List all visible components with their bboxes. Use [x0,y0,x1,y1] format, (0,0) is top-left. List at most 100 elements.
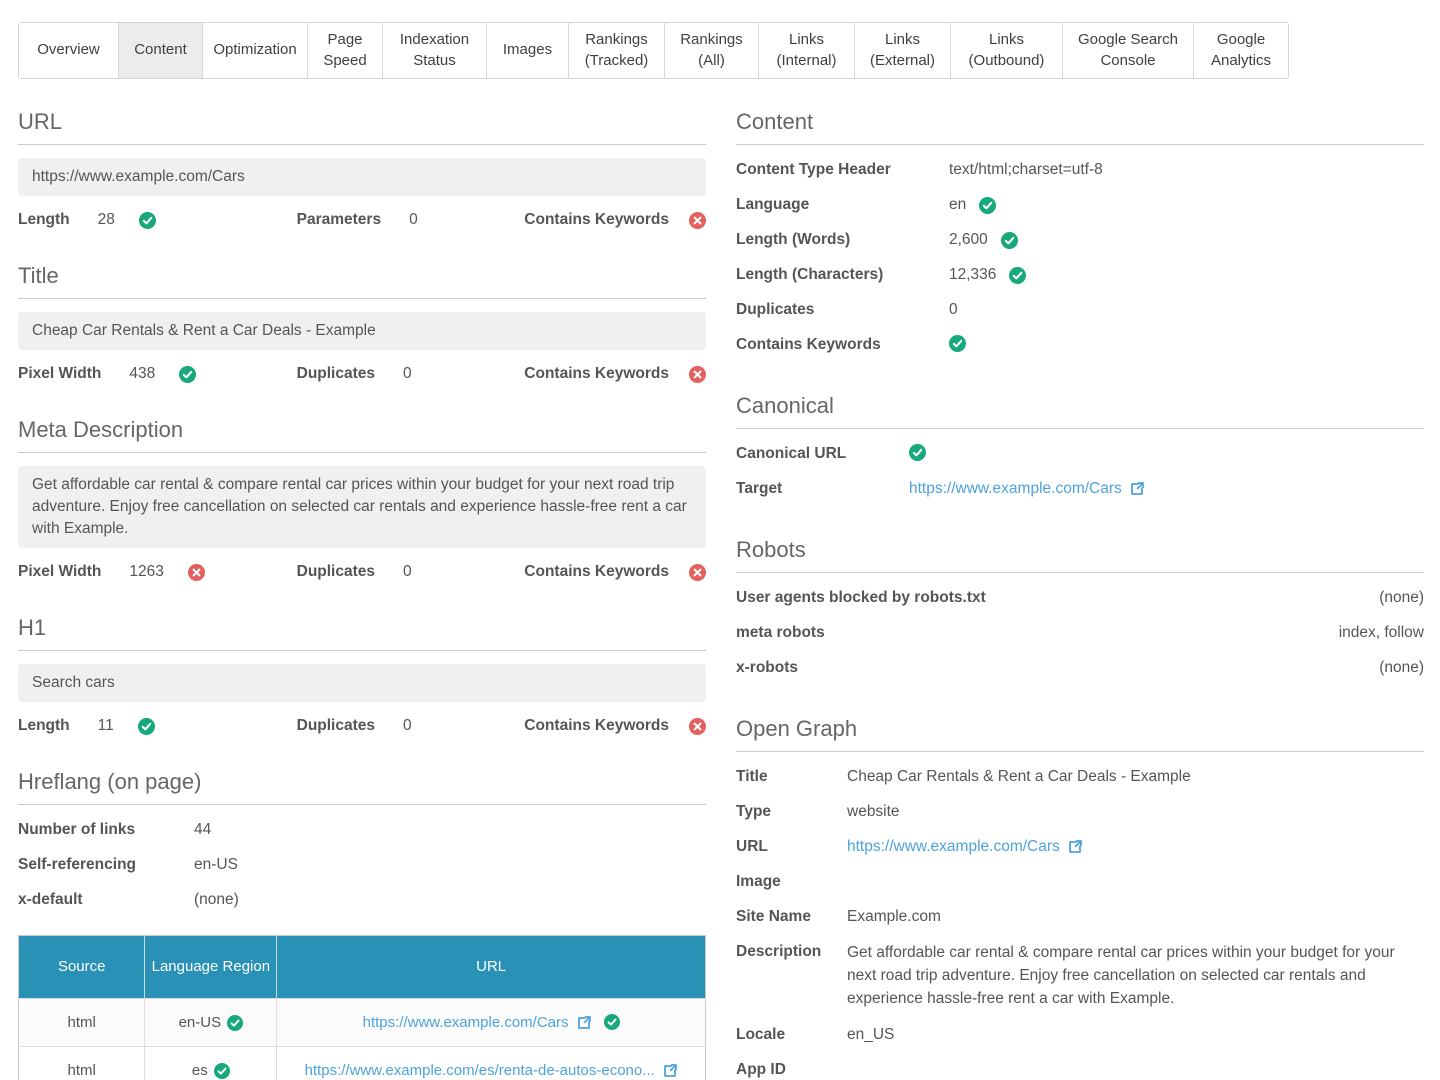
stat-pixel-width: Pixel Width 1263 [18,563,297,581]
row-value-text: 12,336 [949,266,997,283]
row-label: Length (Words) [736,231,851,248]
row-label: User agents blocked by robots.txt [736,589,986,606]
row-value: website [847,803,900,820]
check-circle-icon [949,335,966,352]
stat-duplicates: Duplicates 0 [297,365,525,383]
cross-circle-icon [689,717,706,735]
source-cell: html [18,998,145,1047]
stat-value: 11 [97,717,114,734]
content-section: Content Content Type Header text/html;ch… [736,109,1424,355]
check-circle-icon [979,196,997,214]
row-label: App ID [736,1061,786,1078]
stat-parameters: Parameters 0 [297,211,525,229]
og-row: Description Get affordable car rental & … [736,941,1424,1010]
content-heading: Content [736,109,1424,145]
row-value: Get affordable car rental & compare rent… [847,944,1395,1007]
stat-label: Pixel Width [18,563,102,580]
check-circle-icon [1009,266,1027,284]
row-value: 2,600 [949,229,1018,250]
stat-label: Contains Keywords [524,211,669,228]
language-cell: es [144,1046,277,1080]
stat-label: Pixel Width [18,365,102,382]
og-row: Locale en_US [736,1024,1424,1045]
external-link-icon [662,1063,678,1079]
row-value: (none) [1379,589,1424,606]
tab-google-search-console[interactable]: Google Search Console [1062,23,1193,78]
field-value: en-US [194,856,238,873]
hreflang-heading: Hreflang (on page) [18,769,706,805]
tab-overview[interactable]: Overview [19,23,118,78]
hreflang-url-link[interactable]: https://www.example.com/Cars [363,1014,592,1031]
check-circle-icon [227,1014,244,1031]
stat-duplicates: Duplicates 0 [297,717,525,735]
stat-contains-keywords: Contains Keywords [524,365,706,383]
tab-indexation-status[interactable]: Indexation Status [382,23,486,78]
stat-label: Contains Keywords [524,563,669,580]
row-label: Length (Characters) [736,266,884,283]
row-value: 12,336 [949,264,1027,285]
row-label: URL [736,838,768,855]
canonical-target-link[interactable]: https://www.example.com/Cars [909,478,1145,499]
tab-rankings-tracked[interactable]: Rankings (Tracked) [568,23,664,78]
external-link-icon [1129,481,1145,497]
left-column: URL https://www.example.com/Cars Length … [18,109,706,1080]
row-value-text: 2,600 [949,231,988,248]
content-row: Language en [736,194,1424,215]
row-label: Description [736,943,822,960]
title-section: Title Cheap Car Rentals & Rent a Car Dea… [18,263,706,383]
tab-links-external[interactable]: Links (External) [854,23,950,78]
right-column: Content Content Type Header text/html;ch… [736,109,1424,1080]
h1-stats: Length 11 Duplicates 0 Contains Keywords [18,717,706,735]
og-row: URL https://www.example.com/Cars [736,836,1424,857]
title-stats: Pixel Width 438 Duplicates 0 Contains Ke… [18,365,706,383]
stat-contains-keywords: Contains Keywords [524,563,706,581]
url-stats: Length 28 Parameters 0 Contains Keywords [18,211,706,229]
link-text: https://www.example.com/Cars [847,838,1060,855]
check-circle-icon [213,1062,230,1079]
external-link-icon [576,1015,592,1031]
stat-label: Duplicates [296,365,376,382]
hreflang-url-link[interactable]: https://www.example.com/es/renta-de-auto… [305,1062,678,1079]
field-value: (none) [194,891,239,908]
tab-optimization[interactable]: Optimization [202,23,307,78]
url-cell: https://www.example.com/Cars [276,998,706,1047]
check-circle-icon [179,365,197,383]
row-value: en [949,194,997,215]
canonical-row: Target https://www.example.com/Cars [736,478,1424,499]
stat-contains-keywords: Contains Keywords [524,211,706,229]
field-label: x-default [18,891,83,908]
tab-rankings-all[interactable]: Rankings (All) [664,23,758,78]
link-text: https://www.example.com/Cars [362,1014,569,1031]
tab-images[interactable]: Images [486,23,568,78]
cross-circle-icon [689,211,706,229]
og-url-link[interactable]: https://www.example.com/Cars [847,836,1083,857]
tab-content[interactable]: Content [118,23,202,78]
check-circle-icon [1000,231,1018,249]
cross-circle-icon [689,563,706,581]
stat-value: 0 [403,563,412,580]
row-value: text/html;charset=utf-8 [949,161,1103,178]
meta-description-heading: Meta Description [18,417,706,453]
row-label: Image [736,873,781,890]
row-label: Canonical URL [736,445,847,462]
url-section: URL https://www.example.com/Cars Length … [18,109,706,229]
url-heading: URL [18,109,706,145]
row-label: x-robots [736,659,798,676]
row-label: Locale [736,1026,786,1043]
title-value: Cheap Car Rentals & Rent a Car Deals - E… [18,312,706,350]
tab-google-analytics[interactable]: Google Analytics [1193,23,1288,78]
stat-label: Duplicates [296,717,376,734]
stat-label: Contains Keywords [524,365,669,382]
tab-page-speed[interactable]: Page Speed [307,23,382,78]
check-circle-icon [138,211,156,229]
tab-links-internal[interactable]: Links (Internal) [758,23,854,78]
stat-contains-keywords: Contains Keywords [524,717,706,735]
title-heading: Title [18,263,706,299]
stat-value: 28 [97,211,115,228]
canonical-heading: Canonical [736,393,1424,429]
language-value: en-US [178,1014,222,1031]
row-label: Contains Keywords [736,336,881,353]
language-cell: en-US [144,998,277,1047]
tab-links-outbound[interactable]: Links (Outbound) [950,23,1062,78]
robots-row: meta robots index, follow [736,622,1424,643]
